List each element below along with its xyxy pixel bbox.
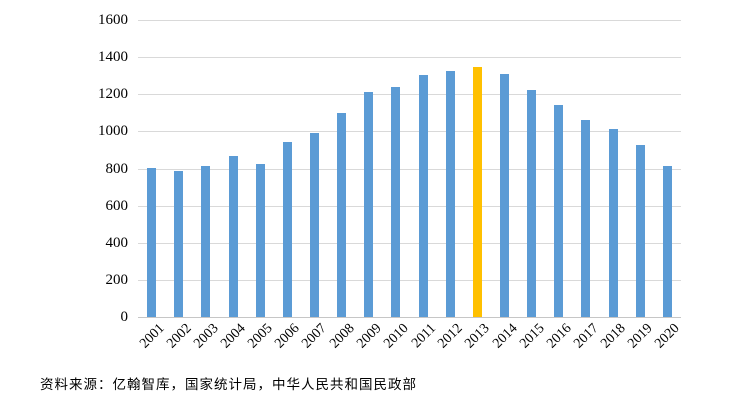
y-tick-label: 600 <box>105 197 129 214</box>
x-tick-label: 2019 <box>625 321 656 352</box>
bar-2017 <box>581 119 591 317</box>
x-tick-label: 2020 <box>652 321 684 352</box>
y-tick-label: 1000 <box>98 123 128 140</box>
x-tick-label: 2014 <box>489 321 521 352</box>
bar-2007 <box>309 133 319 317</box>
gridline <box>138 242 681 244</box>
gridline <box>138 205 681 207</box>
x-tick-label: 2005 <box>245 321 276 352</box>
x-tick-label: 2006 <box>272 321 303 352</box>
y-tick-label: 1400 <box>98 49 128 66</box>
bar-2013 <box>472 66 482 317</box>
y-tick-label: 0 <box>120 309 129 325</box>
bar-2004 <box>228 156 238 317</box>
gridline <box>138 94 681 96</box>
x-tick-label: 2002 <box>163 321 195 352</box>
x-tick-label: 2016 <box>544 321 575 352</box>
x-tick-label: 2011 <box>408 321 439 352</box>
bar-2005 <box>255 164 265 317</box>
y-tick-label: 200 <box>105 271 129 288</box>
bar-2006 <box>282 141 292 317</box>
bar-2003 <box>201 166 211 317</box>
bar-2010 <box>391 86 401 317</box>
bar-2016 <box>554 104 564 317</box>
gridline <box>138 131 681 133</box>
x-tick-label: 2017 <box>571 321 602 352</box>
x-tick-label: 2010 <box>381 321 412 352</box>
gridline <box>138 279 681 281</box>
bar-2002 <box>174 171 184 317</box>
y-tick-label: 400 <box>105 234 129 251</box>
bar-2001 <box>147 167 157 317</box>
gridline <box>138 168 681 170</box>
bar-2011 <box>418 75 428 317</box>
bar-2020 <box>662 166 672 317</box>
gridline <box>138 57 681 59</box>
x-tick-label: 2013 <box>462 321 493 352</box>
x-tick-label: 2018 <box>598 321 629 352</box>
bar-2012 <box>445 71 455 317</box>
x-tick-label: 2003 <box>191 321 222 352</box>
x-tick-label: 2008 <box>326 321 358 352</box>
y-tick-label: 1200 <box>98 86 128 103</box>
bar-2019 <box>635 144 645 317</box>
bar-2009 <box>364 92 374 317</box>
x-tick-label: 2001 <box>136 321 168 352</box>
x-tick-label: 2009 <box>353 321 385 352</box>
bar-2018 <box>608 128 618 317</box>
bar-2015 <box>527 89 537 317</box>
x-tick-label: 2015 <box>516 321 548 352</box>
x-tick-label: 2004 <box>218 321 249 352</box>
x-tick-label: 2012 <box>435 321 466 352</box>
bar-2014 <box>500 74 510 317</box>
source-note: 资料来源：亿翰智库，国家统计局，中华人民共和国民政部 <box>40 377 417 392</box>
bar-2008 <box>337 113 347 317</box>
x-tick-label: 2007 <box>299 321 331 352</box>
y-tick-label: 800 <box>105 160 129 177</box>
gridline <box>138 20 681 21</box>
y-tick-label: 1600 <box>98 12 128 28</box>
x-axis-line <box>138 317 681 318</box>
